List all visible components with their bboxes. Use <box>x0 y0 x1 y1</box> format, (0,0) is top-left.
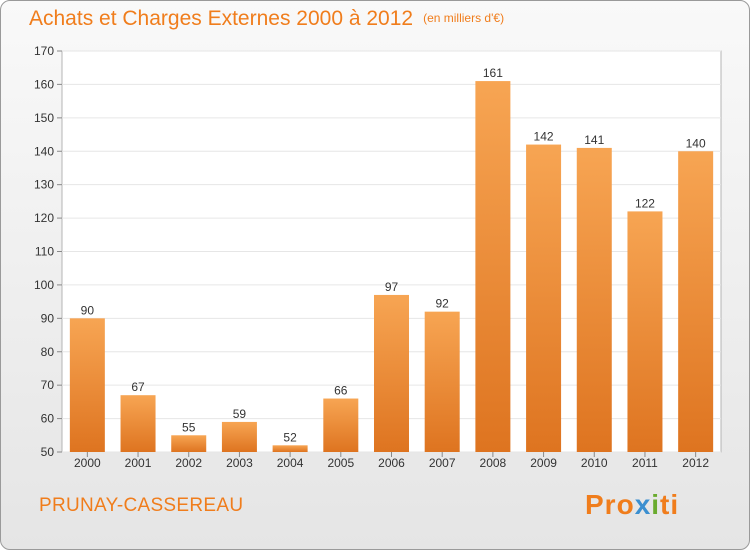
x-tick-label: 2007 <box>429 456 456 470</box>
bar-2008 <box>475 81 511 452</box>
x-tick-label: 2004 <box>277 456 304 470</box>
y-tick-label: 60 <box>41 412 55 426</box>
y-tick-label: 50 <box>41 445 55 459</box>
y-tick-label: 70 <box>41 378 55 392</box>
x-tick-label: 2011 <box>632 456 658 470</box>
data-label: 90 <box>81 303 95 317</box>
data-labels: 90 67 55 59 52 66 97 92 161 142 141 122 140 <box>81 66 706 444</box>
y-tick-label: 160 <box>34 77 54 91</box>
data-label: 141 <box>584 133 604 147</box>
x-tick-label: 2005 <box>327 456 354 470</box>
x-tick-label: 2001 <box>125 456 152 470</box>
x-tick-label: 2010 <box>581 456 608 470</box>
data-label: 142 <box>534 130 554 144</box>
data-label: 97 <box>385 280 399 294</box>
data-label: 52 <box>283 430 297 444</box>
bar-2009 <box>526 144 562 453</box>
bar-2003 <box>221 421 257 452</box>
data-label: 59 <box>233 407 247 421</box>
y-tick-label: 90 <box>41 311 55 325</box>
y-tick-label: 110 <box>35 245 54 259</box>
chart-title: Achats et Charges Externes 2000 à 2012 (e… <box>29 7 504 31</box>
y-axis-ticks: 50 60 70 80 90 100 110 120 130 140 150 160 170 <box>34 44 54 459</box>
data-label: 140 <box>686 136 706 150</box>
bar-2001 <box>120 395 156 452</box>
bar-2011 <box>627 211 663 452</box>
proxiti-logo: Proxiti <box>585 489 680 520</box>
bar-2007 <box>424 311 460 452</box>
chart-title-text: Achats et Charges Externes 2000 à 2012 <box>29 7 414 30</box>
x-tick-label: 2012 <box>682 456 709 470</box>
x-tick-label: 2003 <box>226 456 253 470</box>
x-tick-label: 2002 <box>175 456 202 470</box>
data-label: 66 <box>334 384 348 398</box>
y-tick-label: 80 <box>41 345 55 359</box>
bar-2005 <box>323 398 359 452</box>
x-tick-label: 2009 <box>530 456 557 470</box>
x-tick-label: 2008 <box>480 456 507 470</box>
data-label: 67 <box>131 380 145 394</box>
data-label: 92 <box>436 297 450 311</box>
data-label: 122 <box>635 196 655 210</box>
y-tick-label: 150 <box>34 111 54 125</box>
bar-2006 <box>374 294 409 452</box>
bar-2002 <box>171 435 207 452</box>
y-tick-label: 170 <box>34 44 54 58</box>
y-tick-label: 130 <box>34 178 54 192</box>
y-tick-label: 100 <box>34 278 54 292</box>
bar-2000 <box>69 318 105 452</box>
data-label: 161 <box>483 66 503 80</box>
x-tick-label: 2000 <box>74 456 101 470</box>
city-name: PRUNAY-CASSEREAU <box>39 495 244 516</box>
bar-2010 <box>576 147 612 453</box>
data-label: 55 <box>182 420 196 434</box>
bar-2004 <box>272 445 308 452</box>
y-tick-label: 140 <box>34 144 54 158</box>
chart-subtitle: (en milliers d'€) <box>423 11 505 25</box>
y-tick-label: 120 <box>34 211 54 225</box>
x-axis-ticks: 2000 2001 2002 2003 2004 2005 2006 2007 2008 2009… <box>74 456 709 470</box>
bar-2012 <box>678 151 714 452</box>
x-tick-label: 2006 <box>378 456 405 470</box>
bars <box>69 81 714 453</box>
